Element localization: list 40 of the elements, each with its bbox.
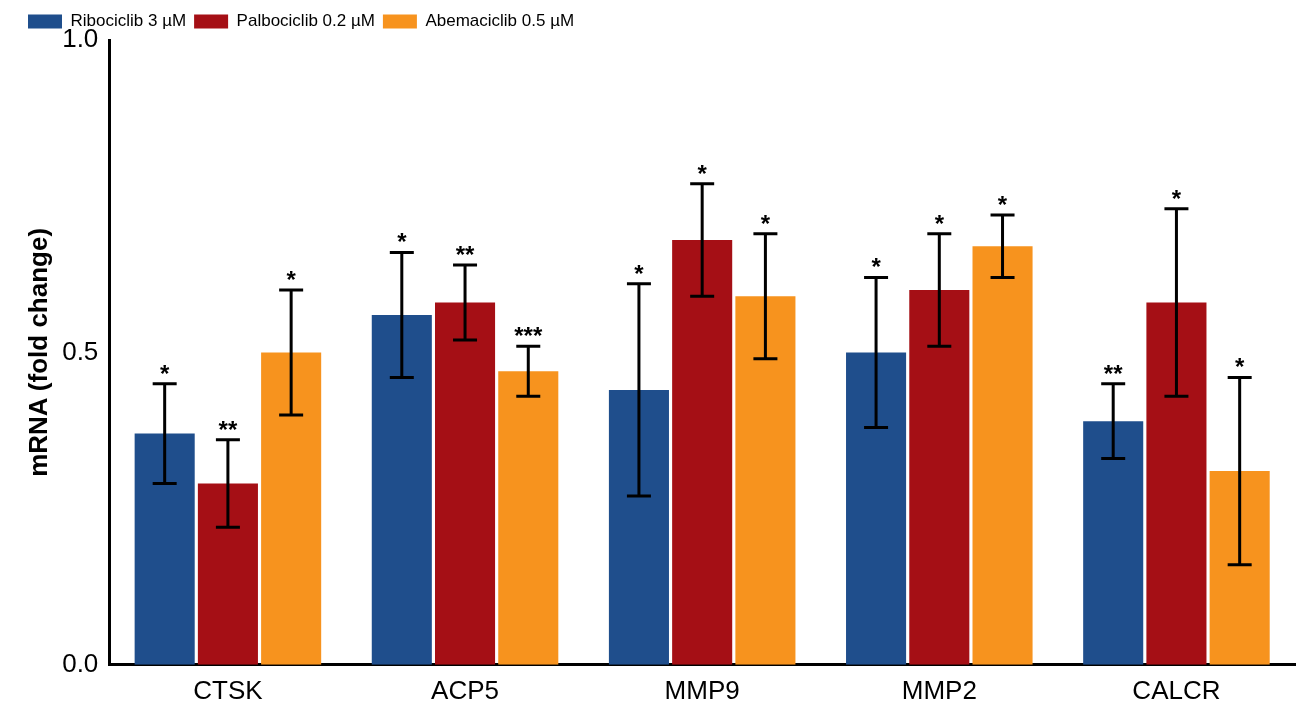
- bar: [261, 352, 322, 665]
- annotation: **: [218, 415, 238, 443]
- bar: [1209, 471, 1270, 665]
- x-tick-label: MMP2: [901, 674, 977, 705]
- annotation: **: [1103, 359, 1124, 387]
- annotation: *: [286, 265, 297, 293]
- y-axis-title: mRNA (fold change): [22, 227, 53, 477]
- annotation: *: [934, 209, 945, 237]
- legend-label: Palbociclib 0.2 µM: [236, 11, 375, 31]
- bar: [197, 483, 258, 665]
- bar: [1146, 302, 1207, 665]
- annotation: *: [871, 253, 882, 281]
- bar: [371, 314, 432, 665]
- x-tick-label: CTSK: [193, 674, 264, 705]
- bar: [435, 302, 496, 665]
- annotation: *: [1171, 184, 1182, 212]
- bar: [1083, 421, 1144, 665]
- y-tick-label: 0.0: [62, 647, 99, 678]
- x-tick-label: MMP9: [664, 674, 740, 705]
- annotation: *: [760, 209, 771, 237]
- annotation: ***: [514, 322, 543, 350]
- y-tick-label: 0.5: [62, 335, 99, 366]
- x-tick-label: CALCR: [1132, 674, 1221, 705]
- annotation: *: [634, 259, 645, 287]
- bar: [608, 389, 669, 665]
- annotation: **: [455, 240, 476, 268]
- x-tick-label: ACP5: [431, 674, 499, 705]
- bar: [972, 246, 1033, 665]
- annotation: *: [160, 359, 170, 387]
- annotation: *: [997, 190, 1008, 218]
- bar: [672, 239, 733, 665]
- bar: [846, 352, 907, 665]
- bar: [134, 433, 195, 665]
- annotation: *: [397, 228, 408, 256]
- annotation: *: [697, 159, 708, 187]
- bar: [498, 371, 559, 665]
- bar: [909, 289, 970, 665]
- annotation: *: [1235, 353, 1245, 381]
- bar: [735, 296, 796, 665]
- legend-label: Abemaciclib 0.5 µM: [425, 11, 575, 31]
